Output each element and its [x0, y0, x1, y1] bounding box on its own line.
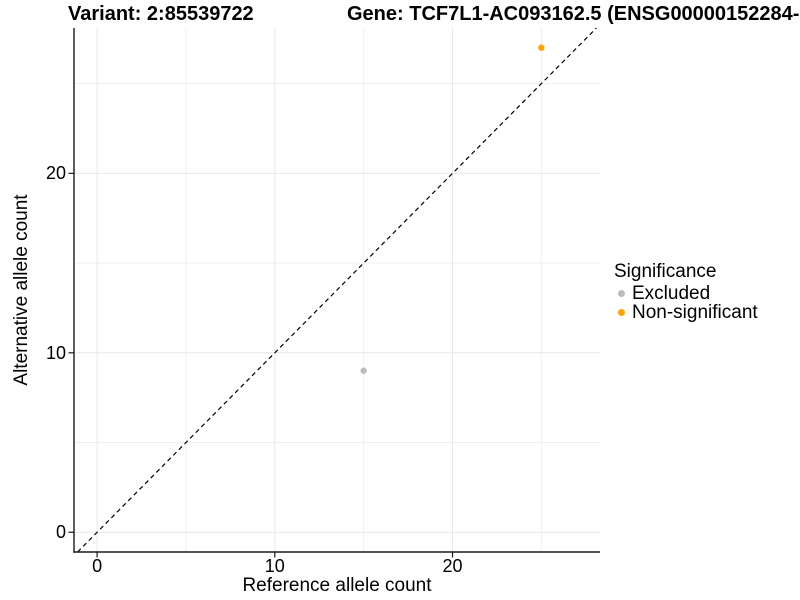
legend-item-excluded: Excluded	[614, 284, 758, 303]
non-significant-dot-icon	[618, 309, 625, 316]
y-axis-title: Alternative allele count	[11, 194, 32, 386]
x-tick-label: 0	[92, 556, 103, 576]
y-tick-label: 20	[45, 163, 66, 184]
x-tick-label: 10	[264, 556, 285, 576]
legend-title: Significance	[614, 261, 717, 282]
data-point-excluded	[360, 367, 367, 374]
variant-title: Variant: 2:85539722	[68, 3, 254, 25]
y-tick-label: 0	[55, 522, 66, 543]
legend-item-label: Excluded	[632, 283, 711, 304]
identity-dashed-line	[77, 27, 597, 553]
excluded-dot-icon	[618, 290, 625, 297]
legend-item-non-significant: Non-significant	[614, 303, 758, 322]
x-tick-label: 20	[442, 556, 463, 576]
legend-item-label: Non-significant	[632, 302, 758, 323]
x-axis-title: Reference allele count	[242, 575, 432, 596]
y-tick-label: 10	[45, 342, 66, 363]
legend: Significance Excluded Non-significant	[614, 261, 758, 322]
data-point-non-significant	[538, 44, 545, 51]
gene-title: Gene: TCF7L1-AC093162.5 (ENSG00000152284…	[347, 3, 800, 25]
